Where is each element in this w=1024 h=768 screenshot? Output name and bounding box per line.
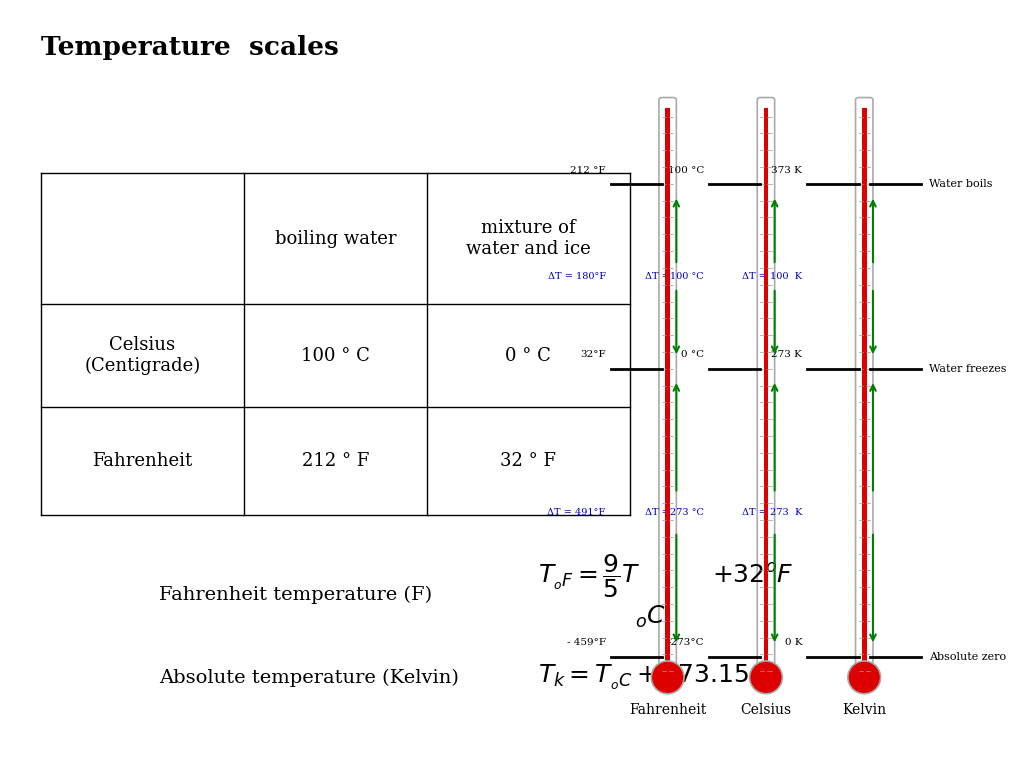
Text: mixture of
water and ice: mixture of water and ice	[466, 219, 591, 258]
Text: 0 ° C: 0 ° C	[505, 346, 551, 365]
Text: ΔT = 100  K: ΔT = 100 K	[742, 272, 803, 281]
Ellipse shape	[651, 661, 684, 694]
Text: ΔT =100 °C: ΔT =100 °C	[645, 272, 705, 281]
Text: - 459°F: - 459°F	[566, 638, 606, 647]
Text: ΔT = 273  K: ΔT = 273 K	[742, 508, 803, 517]
Text: 100 ° C: 100 ° C	[301, 346, 370, 365]
Ellipse shape	[750, 661, 782, 694]
Text: 0 °C: 0 °C	[681, 350, 705, 359]
Text: 373 K: 373 K	[771, 166, 803, 175]
FancyBboxPatch shape	[659, 98, 677, 676]
Text: Absolute zero: Absolute zero	[930, 651, 1007, 662]
Text: boiling water: boiling water	[274, 230, 396, 247]
Text: Temperature  scales: Temperature scales	[41, 35, 339, 60]
Text: Water freezes: Water freezes	[930, 363, 1007, 374]
Text: Absolute temperature (Kelvin): Absolute temperature (Kelvin)	[159, 668, 459, 687]
Text: 212 ° F: 212 ° F	[302, 452, 369, 470]
Text: 100 °C: 100 °C	[668, 166, 705, 175]
Text: Fahrenheit temperature (F): Fahrenheit temperature (F)	[159, 586, 432, 604]
Bar	[666, 108, 670, 677]
Text: $T_k = T_{{}_{o}C} + 273.15$: $T_k = T_{{}_{o}C} + 273.15$	[538, 663, 749, 692]
Text: ΔT = 180°F: ΔT = 180°F	[548, 272, 606, 281]
Text: 212 °F: 212 °F	[570, 166, 606, 175]
Text: 32 ° F: 32 ° F	[500, 452, 556, 470]
Text: 32°F: 32°F	[580, 350, 606, 359]
Bar	[862, 108, 866, 677]
Text: Fahrenheit: Fahrenheit	[629, 703, 707, 717]
Text: 273 K: 273 K	[771, 350, 803, 359]
Text: Celsius: Celsius	[740, 703, 792, 717]
Text: $T_{{}_{o}F} = \dfrac{9}{5}T$: $T_{{}_{o}F} = \dfrac{9}{5}T$	[538, 552, 640, 600]
Bar	[764, 108, 768, 677]
FancyBboxPatch shape	[856, 98, 872, 676]
Text: Water boils: Water boils	[930, 179, 993, 190]
Text: $+32^o F$: $+32^o F$	[712, 564, 793, 588]
Text: ${}_{o}C$: ${}_{o}C$	[635, 604, 666, 630]
Ellipse shape	[848, 661, 881, 694]
Text: Fahrenheit: Fahrenheit	[92, 452, 193, 470]
Text: Celsius
(Centigrade): Celsius (Centigrade)	[84, 336, 201, 376]
Text: ΔT =273 °C: ΔT =273 °C	[645, 508, 705, 517]
Text: 0 K: 0 K	[784, 638, 803, 647]
Text: -273°C: -273°C	[668, 638, 705, 647]
Text: Kelvin: Kelvin	[842, 703, 887, 717]
FancyBboxPatch shape	[758, 98, 775, 676]
Text: ΔT = 491°F: ΔT = 491°F	[548, 508, 606, 517]
